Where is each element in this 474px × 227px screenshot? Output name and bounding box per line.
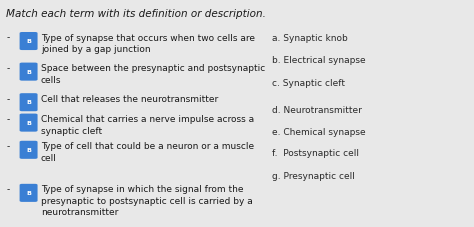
- Text: Type of synapse in which the signal from the
presynaptic to postsynaptic cell is: Type of synapse in which the signal from…: [41, 185, 253, 216]
- FancyBboxPatch shape: [19, 184, 37, 202]
- Text: c. Synaptic cleft: c. Synaptic cleft: [273, 79, 346, 87]
- Text: Match each term with its definition or description.: Match each term with its definition or d…: [6, 9, 266, 19]
- Text: d. Neurotransmitter: d. Neurotransmitter: [273, 106, 362, 115]
- Text: -: -: [6, 33, 9, 42]
- Text: Chemical that carries a nerve impulse across a
synaptic cleft: Chemical that carries a nerve impulse ac…: [41, 115, 254, 135]
- FancyBboxPatch shape: [19, 94, 37, 112]
- Text: -: -: [6, 185, 9, 194]
- Text: Type of synapse that occurs when two cells are
joined by a gap junction: Type of synapse that occurs when two cel…: [41, 33, 255, 54]
- Text: f.  Postsynaptic cell: f. Postsynaptic cell: [273, 148, 359, 158]
- Text: -: -: [6, 115, 9, 123]
- Text: B: B: [26, 190, 31, 195]
- Text: Cell that releases the neurotransmitter: Cell that releases the neurotransmitter: [41, 94, 218, 103]
- Text: b. Electrical synapse: b. Electrical synapse: [273, 56, 366, 65]
- Text: -: -: [6, 142, 9, 151]
- Text: B: B: [26, 147, 31, 152]
- Text: a. Synaptic knob: a. Synaptic knob: [273, 33, 348, 42]
- Text: -: -: [6, 64, 9, 73]
- Text: Type of cell that could be a neuron or a muscle
cell: Type of cell that could be a neuron or a…: [41, 142, 254, 162]
- FancyBboxPatch shape: [19, 33, 37, 51]
- Text: Space between the presynaptic and postsynaptic
cells: Space between the presynaptic and postsy…: [41, 64, 265, 84]
- Text: g. Presynaptic cell: g. Presynaptic cell: [273, 171, 356, 180]
- Text: B: B: [26, 120, 31, 125]
- Text: B: B: [26, 39, 31, 44]
- FancyBboxPatch shape: [19, 114, 37, 132]
- FancyBboxPatch shape: [19, 141, 37, 159]
- Text: B: B: [26, 69, 31, 74]
- Text: B: B: [26, 100, 31, 105]
- Text: -: -: [6, 94, 9, 103]
- Text: e. Chemical synapse: e. Chemical synapse: [273, 127, 366, 136]
- FancyBboxPatch shape: [19, 63, 37, 81]
